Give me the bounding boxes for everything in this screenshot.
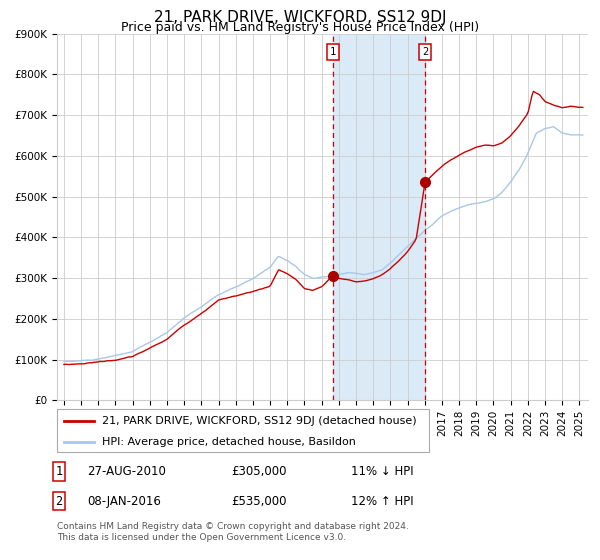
Text: Contains HM Land Registry data © Crown copyright and database right 2024.: Contains HM Land Registry data © Crown c… xyxy=(57,522,409,531)
Text: Price paid vs. HM Land Registry's House Price Index (HPI): Price paid vs. HM Land Registry's House … xyxy=(121,21,479,34)
Text: 21, PARK DRIVE, WICKFORD, SS12 9DJ (detached house): 21, PARK DRIVE, WICKFORD, SS12 9DJ (deta… xyxy=(101,417,416,426)
Text: 11% ↓ HPI: 11% ↓ HPI xyxy=(351,465,413,478)
FancyBboxPatch shape xyxy=(57,409,429,452)
Text: 21, PARK DRIVE, WICKFORD, SS12 9DJ: 21, PARK DRIVE, WICKFORD, SS12 9DJ xyxy=(154,10,446,25)
Bar xyxy=(333,34,425,400)
Text: 12% ↑ HPI: 12% ↑ HPI xyxy=(351,494,413,508)
Text: 2: 2 xyxy=(55,494,62,508)
Text: 08-JAN-2016: 08-JAN-2016 xyxy=(87,494,161,508)
Text: 27-AUG-2010: 27-AUG-2010 xyxy=(87,465,166,478)
Text: £535,000: £535,000 xyxy=(231,494,287,508)
Text: 1: 1 xyxy=(329,47,336,57)
Text: 1: 1 xyxy=(55,465,62,478)
Text: HPI: Average price, detached house, Basildon: HPI: Average price, detached house, Basi… xyxy=(101,437,356,447)
Text: 2: 2 xyxy=(422,47,428,57)
Text: This data is licensed under the Open Government Licence v3.0.: This data is licensed under the Open Gov… xyxy=(57,533,346,542)
Text: £305,000: £305,000 xyxy=(231,465,287,478)
